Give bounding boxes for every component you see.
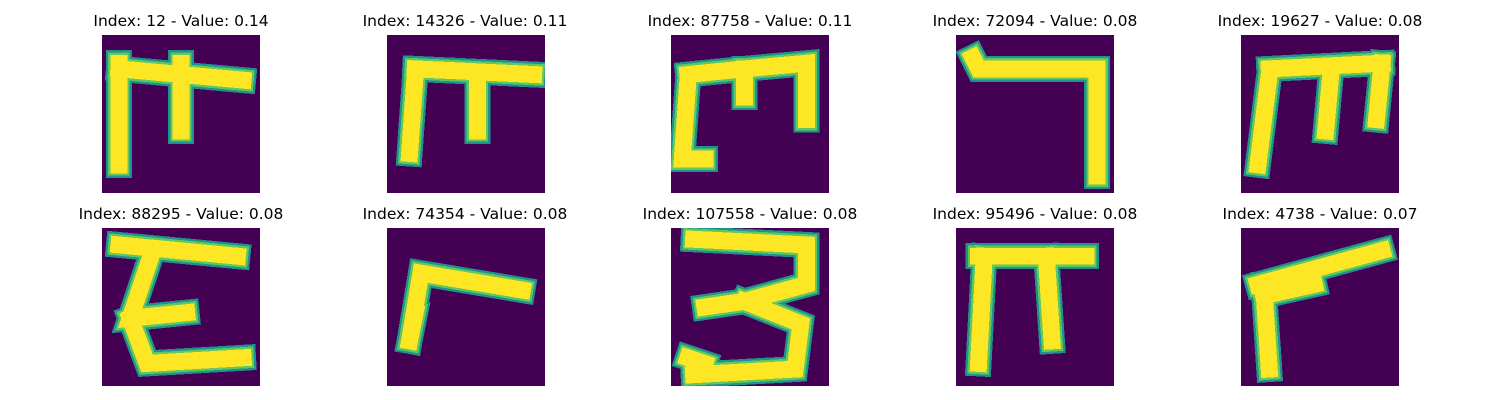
heatmap-panel-9	[956, 228, 1114, 386]
panel-title-9: Index: 95496 - Value: 0.08	[932, 205, 1138, 223]
glyph-stroke-2-layer-3	[399, 302, 426, 351]
heatmap-image-4	[956, 35, 1114, 193]
heatmap-panel-10	[1241, 228, 1399, 386]
glyph-stroke-1-layer-3	[684, 230, 815, 317]
heatmap-panel-8	[671, 228, 829, 386]
glyph-stroke-1-layer-3	[961, 46, 1106, 185]
glyph-stroke-1-layer-3	[1248, 65, 1279, 175]
panel-title-4: Index: 72094 - Value: 0.08	[932, 12, 1138, 30]
heatmap-image-8	[671, 228, 829, 386]
heatmap-image-5	[1241, 35, 1399, 193]
heatmap-panel-4	[956, 35, 1114, 193]
heatmap-panel-6	[102, 228, 260, 386]
panel-title-10: Index: 4738 - Value: 0.07	[1222, 205, 1418, 223]
panel-title-6: Index: 88295 - Value: 0.08	[78, 205, 284, 223]
glyph-stroke-1-layer-3	[109, 235, 247, 266]
glyph-stroke-4-layer-3	[1367, 53, 1392, 129]
glyph-stroke-2-layer-3	[400, 65, 425, 163]
heatmap-panel-7	[387, 228, 545, 386]
panel-title-2: Index: 14326 - Value: 0.11	[362, 12, 568, 30]
glyph-stroke-3-layer-3	[1253, 274, 1325, 306]
heatmap-image-3	[671, 35, 829, 193]
glyph-stroke-3-layer-3	[1037, 247, 1061, 350]
heatmap-panel-3	[671, 35, 829, 193]
heatmap-image-1	[102, 35, 260, 193]
panel-title-8: Index: 107558 - Value: 0.08	[642, 205, 858, 223]
glyph-stroke-3-layer-3	[677, 347, 716, 375]
glyph-stroke-2-layer-3	[678, 53, 815, 129]
glyph-stroke-3-layer-3	[1316, 59, 1341, 141]
panel-title-7: Index: 74354 - Value: 0.08	[362, 205, 568, 223]
panel-title-5: Index: 19627 - Value: 0.08	[1217, 12, 1423, 30]
panel-title-1: Index: 12 - Value: 0.14	[93, 12, 269, 30]
glyph-stroke-1-layer-3	[1247, 240, 1393, 295]
glyph-stroke-1-layer-3	[673, 71, 714, 168]
heatmap-image-7	[387, 228, 545, 386]
glyph-stroke-2-layer-3	[969, 247, 994, 373]
heatmap-image-2	[387, 35, 545, 193]
heatmap-panel-1	[102, 35, 260, 193]
heatmap-image-6	[102, 228, 260, 386]
glyph-stroke-2-layer-3	[684, 290, 810, 384]
glyph-stroke-3-layer-3	[119, 307, 253, 373]
heatmap-image-10	[1241, 228, 1399, 386]
heatmap-image-9	[956, 228, 1114, 386]
panel-title-3: Index: 87758 - Value: 0.11	[647, 12, 853, 30]
heatmap-panel-5	[1241, 35, 1399, 193]
heatmap-panel-2	[387, 35, 545, 193]
